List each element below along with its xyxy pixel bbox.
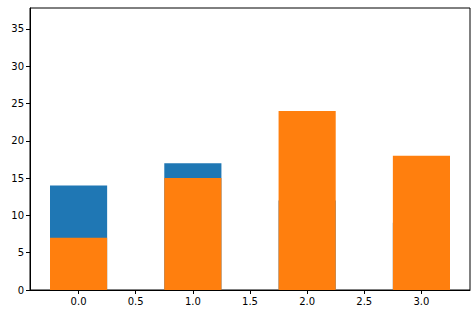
svg-text:1.0: 1.0 bbox=[185, 296, 201, 307]
svg-text:0.5: 0.5 bbox=[128, 296, 144, 307]
svg-text:2.5: 2.5 bbox=[356, 296, 372, 307]
svg-text:35: 35 bbox=[11, 23, 24, 34]
svg-text:1.5: 1.5 bbox=[242, 296, 258, 307]
svg-text:15: 15 bbox=[11, 173, 24, 184]
svg-text:0.0: 0.0 bbox=[71, 296, 87, 307]
svg-text:30: 30 bbox=[11, 61, 24, 72]
svg-text:3.0: 3.0 bbox=[413, 296, 429, 307]
svg-text:20: 20 bbox=[11, 135, 24, 146]
svg-text:10: 10 bbox=[11, 210, 24, 221]
svg-text:5: 5 bbox=[18, 247, 24, 258]
svg-text:0: 0 bbox=[18, 285, 24, 296]
svg-text:25: 25 bbox=[11, 98, 24, 109]
svg-text:2.0: 2.0 bbox=[299, 296, 315, 307]
